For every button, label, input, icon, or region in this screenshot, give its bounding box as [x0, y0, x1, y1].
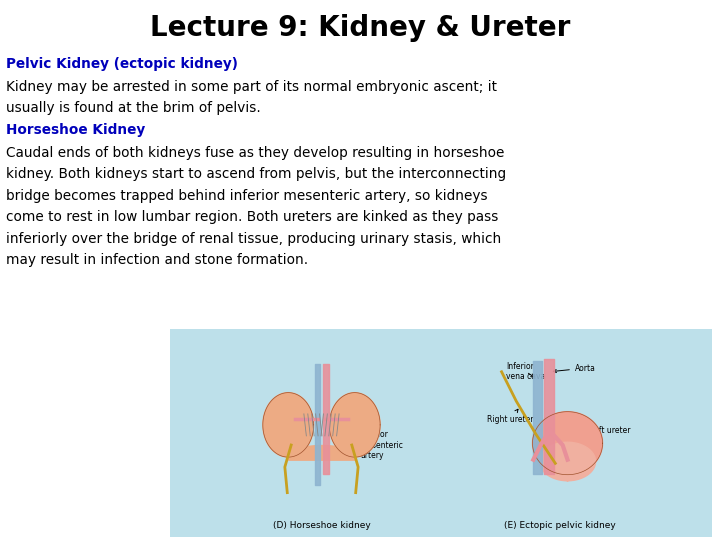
Text: (E) Ectopic pelvic kidney: (E) Ectopic pelvic kidney	[504, 521, 616, 530]
Text: come to rest in low lumbar region. Both ureters are kinked as they pass: come to rest in low lumbar region. Both …	[6, 210, 499, 224]
Text: bridge becomes trapped behind inferior mesenteric artery, so kidneys: bridge becomes trapped behind inferior m…	[6, 188, 488, 202]
Polygon shape	[533, 411, 603, 475]
Text: (D) Horseshoe kidney: (D) Horseshoe kidney	[273, 521, 370, 530]
Text: Lecture 9: Kidney & Ureter: Lecture 9: Kidney & Ureter	[150, 14, 570, 42]
Polygon shape	[263, 393, 314, 457]
Text: Inferior
vena cava: Inferior vena cava	[506, 362, 546, 381]
Text: Aorta: Aorta	[553, 363, 595, 373]
Text: Pelvic Kidney (ectopic kidney): Pelvic Kidney (ectopic kidney)	[6, 57, 238, 71]
Text: may result in infection and stone formation.: may result in infection and stone format…	[6, 253, 309, 267]
Text: Caudal ends of both kidneys fuse as they develop resulting in horseshoe: Caudal ends of both kidneys fuse as they…	[6, 146, 505, 160]
Text: Right ureter: Right ureter	[487, 409, 534, 424]
Polygon shape	[329, 393, 380, 457]
FancyBboxPatch shape	[170, 329, 712, 537]
Text: Kidney may be arrested in some part of its normal embryonic ascent; it: Kidney may be arrested in some part of i…	[6, 80, 498, 94]
Text: usually is found at the brim of pelvis.: usually is found at the brim of pelvis.	[6, 102, 261, 116]
Polygon shape	[562, 463, 572, 482]
Text: Left ureter: Left ureter	[579, 426, 630, 438]
Text: inferiorly over the bridge of renal tissue, producing urinary stasis, which: inferiorly over the bridge of renal tiss…	[6, 232, 502, 246]
Polygon shape	[539, 442, 595, 481]
Text: Inferior
mesenteric
artery: Inferior mesenteric artery	[350, 430, 403, 460]
Text: kidney. Both kidneys start to ascend from pelvis, but the interconnecting: kidney. Both kidneys start to ascend fro…	[6, 167, 507, 181]
Text: Horseshoe Kidney: Horseshoe Kidney	[6, 123, 145, 137]
